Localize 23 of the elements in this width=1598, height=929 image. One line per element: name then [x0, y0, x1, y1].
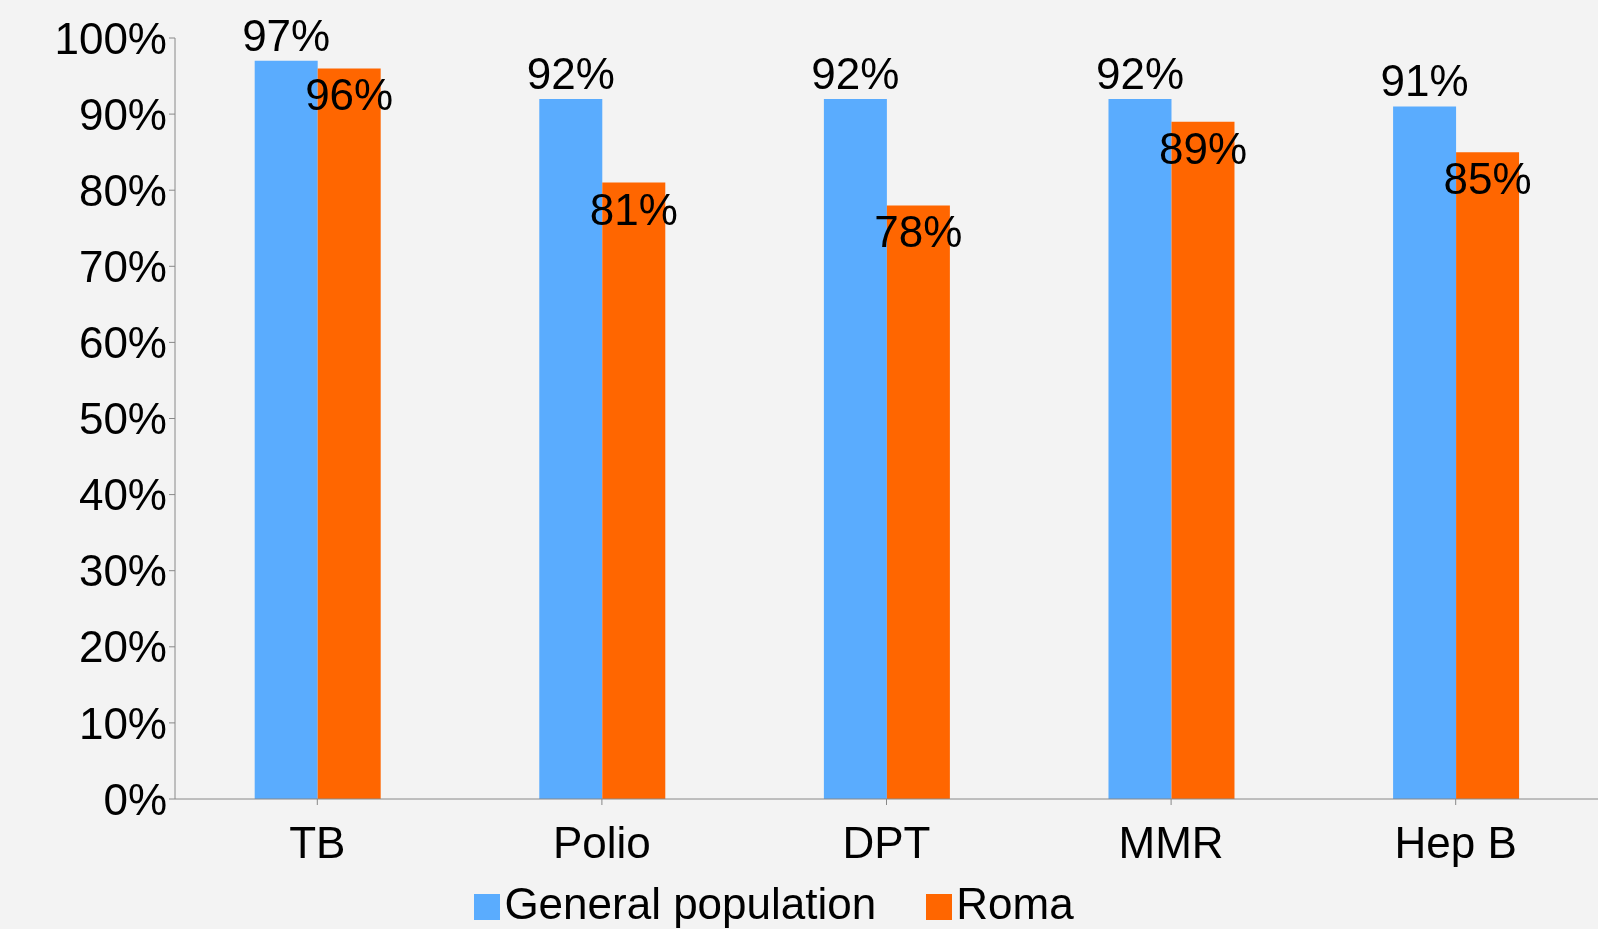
y-tick-label: 20% [78, 622, 167, 672]
data-label: 97% [242, 10, 331, 60]
y-tick-label: 90% [78, 89, 167, 139]
legend-label: Roma [956, 879, 1074, 928]
y-tick-label: 80% [78, 165, 167, 215]
data-label: 92% [1095, 48, 1185, 98]
y-tick-label: 10% [78, 698, 167, 748]
y-tick-label: 60% [78, 318, 167, 368]
y-tick-label: 70% [78, 241, 167, 291]
y-tick-label: 30% [78, 546, 167, 596]
data-label: 92% [526, 48, 615, 98]
y-tick-label: 0% [103, 774, 167, 824]
x-tick-label: MMR [1118, 818, 1224, 868]
y-tick-label: 40% [78, 470, 167, 520]
data-label: 91% [1380, 56, 1469, 106]
x-tick-label: TB [289, 818, 346, 868]
x-tick-label: DPT [842, 818, 931, 868]
x-tick-label: Hep B [1394, 818, 1517, 868]
x-tick-label: Polio [552, 818, 651, 868]
y-tick-label: 100% [54, 13, 167, 63]
legend-label: General population [504, 879, 877, 928]
data-label: 92% [811, 48, 900, 98]
y-tick-label: 50% [78, 394, 167, 444]
